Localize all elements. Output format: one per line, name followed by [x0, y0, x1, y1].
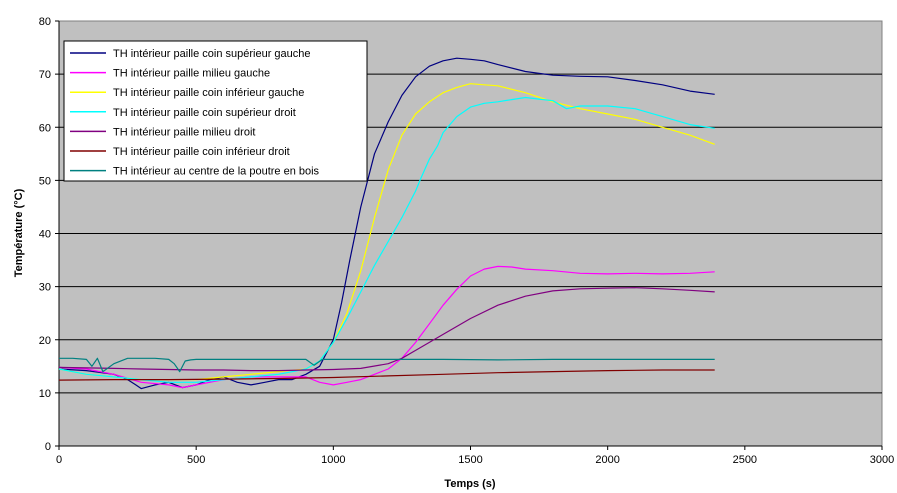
x-axis-title: Temps (s) [444, 478, 495, 490]
x-tick-label: 2000 [595, 454, 619, 466]
series-line-2 [58, 265, 715, 389]
series-line-5 [58, 287, 715, 372]
y-tick-label: 70 [39, 69, 51, 81]
y-tick-label: 50 [39, 175, 51, 187]
legend-label: TH intérieur au centre de la poutre en b… [113, 166, 320, 178]
legend-label: TH intérieur paille milieu droit [113, 126, 255, 138]
legend-label: TH intérieur paille milieu gauche [113, 68, 270, 80]
legend-box [63, 40, 368, 182]
series-line-6 [58, 369, 715, 381]
series-line-1 [58, 57, 715, 390]
x-tick-label: 0 [56, 454, 62, 466]
series-lines [58, 57, 715, 390]
series-line-7 [59, 357, 715, 373]
y-tick-label: 60 [39, 122, 51, 134]
legend: TH intérieur paille coin supérieur gauch… [63, 40, 368, 182]
y-tick-label: 30 [39, 282, 51, 294]
legend-label: TH intérieur paille coin inférieur gauch… [113, 87, 304, 99]
x-tick-label: 1000 [321, 454, 345, 466]
y-axis-title: Température (°C) [13, 188, 25, 277]
y-tick-label: 20 [39, 335, 51, 347]
x-tick-label: 1500 [458, 454, 482, 466]
y-tick-label: 10 [39, 388, 51, 400]
x-tick-label: 3000 [870, 454, 894, 466]
y-tick-label: 80 [39, 16, 51, 28]
legend-label: TH intérieur paille coin supérieur droit [113, 107, 296, 119]
y-tick-label: 40 [39, 229, 51, 241]
x-tick-label: 500 [187, 454, 205, 466]
y-tick-label: 0 [45, 441, 51, 453]
axis-ticks: 0 10 20 30 40 50 60 70 80 0 500 1000 1500 2000 2500 300… [39, 16, 894, 466]
legend-label: TH intérieur paille coin inférieur droit [113, 146, 290, 158]
x-tick-label: 2500 [733, 454, 757, 466]
legend-label: TH intérieur paille coin supérieur gauch… [113, 48, 311, 60]
